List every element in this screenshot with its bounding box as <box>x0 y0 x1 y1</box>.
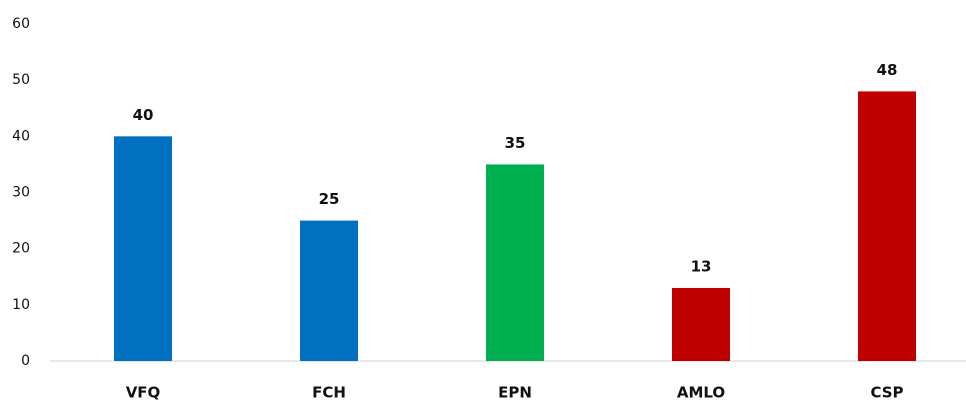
bar <box>486 164 544 361</box>
y-tick-label: 10 <box>12 297 30 313</box>
y-tick-label: 50 <box>12 72 30 88</box>
value-label: 25 <box>319 190 340 208</box>
x-tick-label: EPN <box>498 384 532 401</box>
value-label: 40 <box>133 106 154 124</box>
y-tick-label: 0 <box>21 353 30 369</box>
value-label: 13 <box>691 257 712 275</box>
bar <box>672 287 730 361</box>
bar <box>858 91 916 362</box>
x-tick-label: AMLO <box>677 384 725 401</box>
x-tick-label: VFQ <box>126 384 161 401</box>
bar <box>114 136 172 361</box>
y-tick-label: 20 <box>12 241 30 257</box>
bar <box>300 220 358 361</box>
x-tick-label: CSP <box>870 384 903 401</box>
y-tick-label: 40 <box>12 128 30 144</box>
x-tick-label: FCH <box>312 384 346 401</box>
value-label: 35 <box>505 134 526 152</box>
y-tick-label: 60 <box>12 16 30 32</box>
y-tick-label: 30 <box>12 185 30 201</box>
value-label: 48 <box>877 61 898 79</box>
